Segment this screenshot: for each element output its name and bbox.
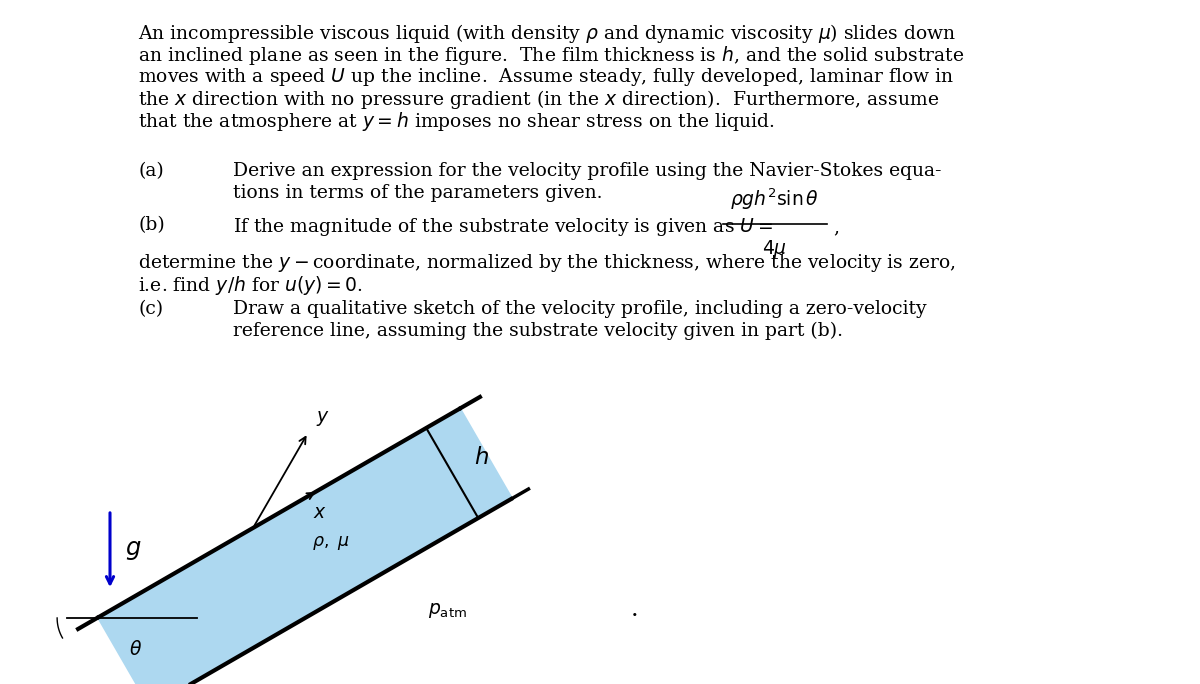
Text: $g$: $g$ [125, 538, 142, 562]
Text: Draw a qualitative sketch of the velocity profile, including a zero-velocity: Draw a qualitative sketch of the velocit… [233, 300, 926, 318]
Text: $h$: $h$ [474, 447, 490, 469]
Text: (b): (b) [138, 216, 164, 234]
Text: If the magnitude of the substrate velocity is given as $U = $: If the magnitude of the substrate veloci… [233, 216, 773, 238]
Text: An incompressible viscous liquid (with density $\rho$ and dynamic viscosity $\mu: An incompressible viscous liquid (with d… [138, 22, 956, 45]
Text: reference line, assuming the substrate velocity given in part (b).: reference line, assuming the substrate v… [233, 322, 842, 340]
Text: $\theta$: $\theta$ [128, 640, 142, 659]
Text: moves with a speed $U$ up the incline.  Assume steady, fully developed, laminar : moves with a speed $U$ up the incline. A… [138, 66, 954, 88]
Text: $y$: $y$ [316, 409, 330, 428]
Text: ,: , [833, 218, 839, 236]
Text: determine the $y-$coordinate, normalized by the thickness, where the velocity is: determine the $y-$coordinate, normalized… [138, 252, 956, 274]
Text: (c): (c) [138, 300, 163, 318]
Text: $\rho,\ \mu$: $\rho,\ \mu$ [312, 534, 350, 552]
Polygon shape [97, 408, 512, 684]
Text: tions in terms of the parameters given.: tions in terms of the parameters given. [233, 184, 602, 202]
Text: $\rho gh^2\sin\theta$: $\rho gh^2\sin\theta$ [731, 187, 820, 212]
Text: .: . [631, 598, 638, 622]
Text: $x$: $x$ [313, 505, 326, 523]
Text: an inclined plane as seen in the figure.  The film thickness is $h$, and the sol: an inclined plane as seen in the figure.… [138, 44, 965, 67]
Text: Derive an expression for the velocity profile using the Navier-Stokes equa-: Derive an expression for the velocity pr… [233, 162, 942, 180]
Text: i.e. find $y/h$ for $u(y) = 0$.: i.e. find $y/h$ for $u(y) = 0$. [138, 274, 364, 297]
Text: the $x$ direction with no pressure gradient (in the $x$ direction).  Furthermore: the $x$ direction with no pressure gradi… [138, 88, 940, 111]
Text: $4\mu$: $4\mu$ [762, 238, 787, 260]
Text: $p_{\rm atm}$: $p_{\rm atm}$ [427, 601, 467, 620]
Text: that the atmosphere at $y = h$ imposes no shear stress on the liquid.: that the atmosphere at $y = h$ imposes n… [138, 110, 774, 133]
Text: (a): (a) [138, 162, 163, 180]
